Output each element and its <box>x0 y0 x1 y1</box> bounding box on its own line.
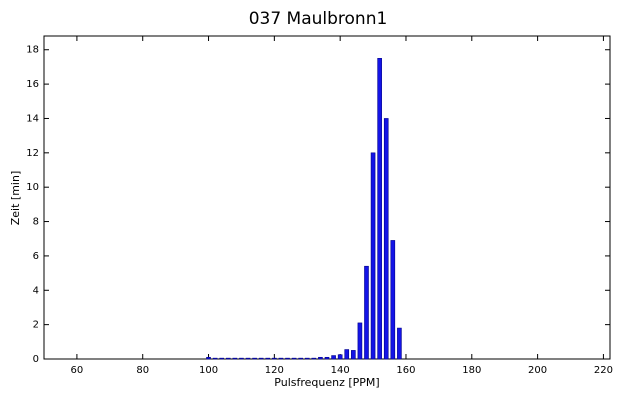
x-tick-label: 200 <box>528 365 547 376</box>
bar <box>351 350 356 360</box>
bar <box>219 357 224 360</box>
x-tick-label: 60 <box>71 365 84 376</box>
y-tick-label: 8 <box>33 217 39 228</box>
x-tick-label: 140 <box>331 365 350 376</box>
bar <box>383 118 389 360</box>
bar <box>390 240 396 360</box>
x-tick-label: 100 <box>199 365 218 376</box>
x-tick-label: 220 <box>594 365 613 376</box>
bar <box>318 356 323 360</box>
y-tick-label: 10 <box>26 182 39 193</box>
bar <box>206 356 211 360</box>
y-axis-label: Zeit [min] <box>9 171 22 226</box>
chart-title: 037 Maulbronn1 <box>249 9 388 29</box>
bar <box>377 58 382 360</box>
x-tick-label: 160 <box>396 365 415 376</box>
bar <box>265 357 271 360</box>
bar <box>370 152 376 360</box>
bar <box>357 322 363 360</box>
x-tick-label: 120 <box>265 365 284 376</box>
bar <box>232 357 238 360</box>
bar <box>245 357 251 360</box>
y-tick-label: 16 <box>26 79 39 90</box>
y-tick-label: 14 <box>26 113 39 124</box>
y-tick-label: 0 <box>33 354 39 365</box>
plot-frame <box>43 35 611 360</box>
bar <box>298 357 303 360</box>
y-tick-label: 6 <box>33 251 39 262</box>
bar <box>278 357 284 360</box>
bar <box>344 349 350 360</box>
y-tick-label: 4 <box>33 285 39 296</box>
bar <box>212 357 218 360</box>
bar <box>311 357 317 360</box>
x-axis-label: Pulsfrequenz [PPM] <box>274 376 379 389</box>
bar <box>304 357 310 360</box>
bar <box>291 357 297 360</box>
y-tick-label: 18 <box>26 45 39 56</box>
x-tick-label: 180 <box>462 365 481 376</box>
bar <box>239 357 244 360</box>
bar <box>225 357 231 360</box>
bar <box>258 357 264 360</box>
bar <box>252 357 257 360</box>
y-tick-label: 2 <box>33 320 39 331</box>
bar <box>364 265 369 360</box>
bar <box>337 354 343 360</box>
bar <box>331 355 336 360</box>
bar <box>272 357 277 360</box>
bar <box>285 357 290 360</box>
y-tick-label: 12 <box>26 148 39 159</box>
bar <box>324 356 330 360</box>
bar <box>397 327 402 360</box>
x-tick-label: 80 <box>136 365 149 376</box>
